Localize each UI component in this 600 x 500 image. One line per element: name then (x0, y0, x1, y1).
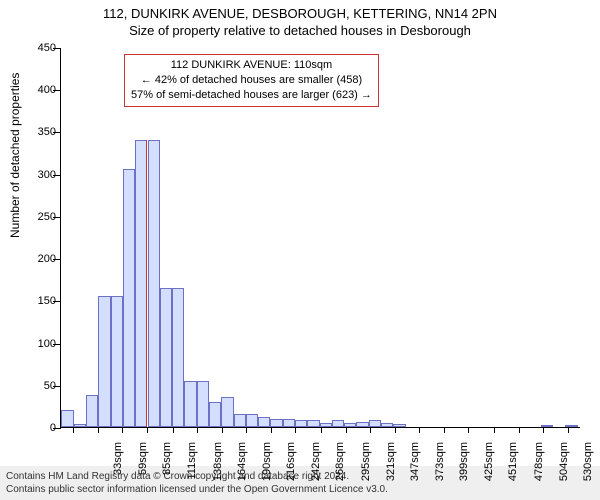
y-tick-label: 200 (16, 253, 56, 265)
title-line-2: Size of property relative to detached ho… (0, 23, 600, 40)
histogram-bar (111, 296, 123, 427)
histogram-bar (160, 288, 172, 427)
histogram-bar (246, 414, 258, 427)
y-tick-label: 300 (16, 169, 56, 181)
x-tick-label: 504sqm (558, 442, 570, 492)
plot-wrap: 112 DUNKIRK AVENUE: 110sqm ← 42% of deta… (60, 48, 580, 428)
x-tick-label: 478sqm (533, 442, 545, 492)
histogram-bar (197, 381, 209, 427)
property-marker-line (146, 140, 147, 427)
x-tick-label: 242sqm (310, 442, 322, 492)
x-tick (494, 427, 495, 433)
x-tick-label: 268sqm (334, 442, 346, 492)
x-tick (147, 427, 148, 433)
histogram-bar (258, 417, 270, 427)
y-tick-label: 100 (16, 338, 56, 350)
histogram-bar (369, 420, 381, 427)
histogram-bar (332, 420, 344, 427)
histogram-bar (148, 140, 160, 427)
y-tick-label: 400 (16, 84, 56, 96)
x-tick (197, 427, 198, 433)
x-tick-label: 295sqm (360, 442, 372, 492)
x-tick-label: 138sqm (212, 442, 224, 492)
x-tick (370, 427, 371, 433)
histogram-bar (123, 169, 135, 427)
chart-container: 112, DUNKIRK AVENUE, DESBOROUGH, KETTERI… (0, 0, 600, 500)
x-tick (321, 427, 322, 433)
x-tick-label: 347sqm (409, 442, 421, 492)
histogram-bar (74, 424, 86, 427)
histogram-bar (86, 395, 98, 427)
y-tick-label: 450 (16, 42, 56, 54)
x-tick (395, 427, 396, 433)
y-tick-label: 150 (16, 295, 56, 307)
x-tick (222, 427, 223, 433)
x-tick (98, 427, 99, 433)
x-tick (295, 427, 296, 433)
annotation-line-1: 112 DUNKIRK AVENUE: 110sqm (131, 58, 372, 73)
title-line-1: 112, DUNKIRK AVENUE, DESBOROUGH, KETTERI… (0, 6, 600, 23)
histogram-bar (221, 397, 233, 427)
footer-line-1: Contains HM Land Registry data © Crown c… (6, 470, 594, 483)
histogram-bar (356, 422, 368, 427)
x-tick-label: 451sqm (507, 442, 519, 492)
x-tick-label: 373sqm (434, 442, 446, 492)
x-tick (122, 427, 123, 433)
x-tick (568, 427, 569, 433)
y-tick-label: 50 (16, 380, 56, 392)
histogram-bar (295, 420, 307, 427)
x-tick (468, 427, 469, 433)
x-tick-label: 321sqm (385, 442, 397, 492)
x-tick-label: 190sqm (261, 442, 273, 492)
histogram-bar (283, 419, 295, 427)
annotation-line-3: 57% of semi-detached houses are larger (… (131, 88, 372, 103)
x-tick (271, 427, 272, 433)
histogram-bar (184, 381, 196, 427)
title-block: 112, DUNKIRK AVENUE, DESBOROUGH, KETTERI… (0, 0, 600, 40)
histogram-bar (381, 423, 393, 427)
footer-line-2: Contains public sector information licen… (6, 483, 594, 496)
x-tick-label: 59sqm (137, 442, 149, 492)
histogram-bar (234, 414, 246, 427)
x-tick-label: 33sqm (112, 442, 124, 492)
x-tick-label: 111sqm (186, 442, 198, 492)
x-tick (519, 427, 520, 433)
histogram-bar (172, 288, 184, 427)
histogram-bar (61, 410, 73, 427)
y-tick-label: 350 (16, 126, 56, 138)
x-tick-label: 216sqm (285, 442, 297, 492)
x-tick (173, 427, 174, 433)
y-tick-label: 0 (16, 422, 56, 434)
x-tick (419, 427, 420, 433)
x-tick-label: 399sqm (458, 442, 470, 492)
x-tick (246, 427, 247, 433)
x-tick (73, 427, 74, 433)
x-tick (444, 427, 445, 433)
histogram-bar (98, 296, 110, 427)
annotation-line-2: ← 42% of detached houses are smaller (45… (131, 73, 372, 88)
histogram-bar (307, 420, 319, 427)
annotation-box: 112 DUNKIRK AVENUE: 110sqm ← 42% of deta… (124, 54, 379, 107)
histogram-bar (209, 402, 221, 427)
y-tick-label: 250 (16, 211, 56, 223)
x-tick (543, 427, 544, 433)
x-tick (346, 427, 347, 433)
x-tick-label: 164sqm (236, 442, 248, 492)
histogram-bar (270, 419, 282, 427)
x-tick-label: 85sqm (161, 442, 173, 492)
x-tick-label: 530sqm (582, 442, 594, 492)
x-tick-label: 425sqm (483, 442, 495, 492)
